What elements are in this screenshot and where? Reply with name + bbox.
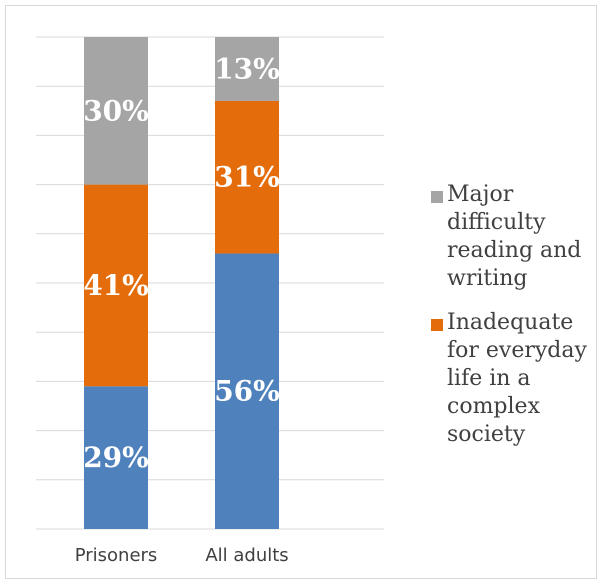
chart-frame: 29% 41% 30% 56% 31% 13% Prisoners All adults M… xyxy=(5,5,597,579)
legend-item: Inadequate for everyday life in a comple… xyxy=(431,309,601,449)
bar-labels: 29% 41% 30% 56% 31% 13% xyxy=(83,52,280,474)
data-label: 13% xyxy=(214,52,280,85)
bar-segment xyxy=(84,386,148,529)
bar-segment xyxy=(215,37,279,101)
legend-item: Major difficulty reading and writing xyxy=(431,181,601,293)
stacked-bar-chart: 29% 41% 30% 56% 31% 13% Prisoners All adults xyxy=(36,36,384,566)
legend-label: Major difficulty reading and writing xyxy=(447,182,582,291)
data-label: 30% xyxy=(83,94,149,127)
legend-swatch xyxy=(431,319,443,331)
bars xyxy=(84,37,279,530)
bar-segment xyxy=(84,184,148,387)
category-label: Prisoners xyxy=(75,545,158,566)
category-labels: Prisoners All adults xyxy=(75,545,289,566)
data-label: 56% xyxy=(214,375,280,408)
bar-segment xyxy=(84,37,148,185)
data-label: 29% xyxy=(83,441,149,474)
category-label: All adults xyxy=(205,545,288,566)
bar-segment xyxy=(215,100,279,254)
bar-segment xyxy=(215,253,279,530)
legend: Major difficulty reading and writing Inad… xyxy=(431,181,601,465)
legend-label: Inadequate for everyday life in a comple… xyxy=(447,310,587,447)
data-label: 31% xyxy=(214,161,280,194)
legend-swatch xyxy=(431,191,443,203)
data-label: 41% xyxy=(83,269,149,302)
